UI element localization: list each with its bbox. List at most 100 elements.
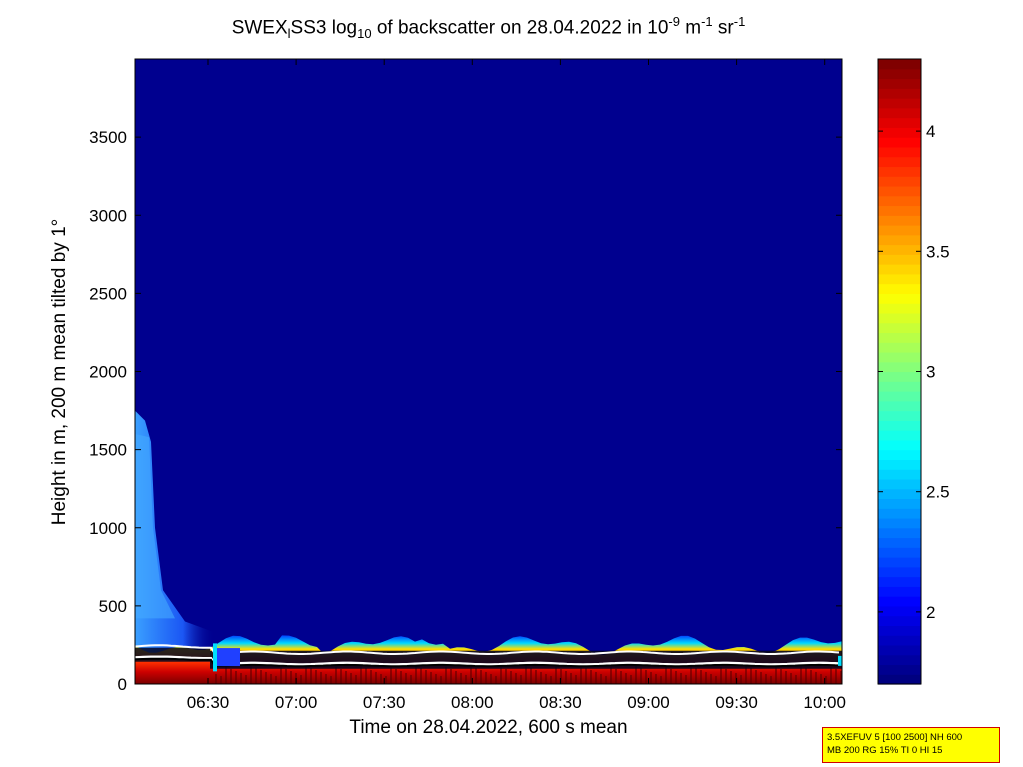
ground-stripe bbox=[255, 668, 257, 684]
colorbar-segment bbox=[878, 498, 921, 509]
ground-stripe bbox=[265, 672, 267, 684]
colorbar-segment bbox=[878, 508, 921, 519]
y-tick-label: 500 bbox=[99, 597, 127, 616]
ground-stripe bbox=[685, 675, 687, 684]
x-axis-label: Time on 28.04.2022, 600 s mean bbox=[349, 717, 628, 738]
colorbar-segment bbox=[878, 605, 921, 617]
colorbar-segment bbox=[878, 312, 921, 324]
ground-stripe bbox=[360, 666, 362, 684]
ground-stripe bbox=[595, 672, 597, 684]
ground-stripe bbox=[365, 668, 367, 684]
ground-stripe bbox=[425, 670, 427, 684]
colorbar-segment bbox=[878, 322, 921, 334]
colorbar-segment bbox=[878, 596, 921, 607]
ground-stripe bbox=[830, 667, 832, 684]
ground-stripe bbox=[565, 671, 567, 684]
chart-title: SWEXlSS3 log10 of backscatter on 28.04.2… bbox=[231, 14, 746, 42]
ground-stripe bbox=[740, 675, 742, 684]
ground-stripe bbox=[775, 667, 777, 684]
ground-stripe bbox=[220, 676, 222, 684]
ground-stripe bbox=[550, 676, 552, 684]
ground-stripe bbox=[280, 667, 282, 684]
ground-stripe bbox=[655, 674, 657, 684]
colorbar-segment bbox=[878, 527, 921, 539]
info-line-1: 3.5XEFUV 5 [100 2500] NH 600 bbox=[827, 732, 963, 743]
colorbar-segment bbox=[878, 439, 921, 451]
colorbar-segment bbox=[878, 342, 921, 353]
ground-stripe bbox=[535, 670, 537, 684]
ground-stripe bbox=[745, 666, 747, 684]
ground-stripe bbox=[495, 676, 497, 684]
ground-stripe bbox=[695, 668, 697, 684]
ground-stripe bbox=[420, 668, 422, 684]
ground-stripe bbox=[515, 673, 517, 684]
colorbar-segment bbox=[878, 459, 921, 470]
ground-stripe bbox=[590, 670, 592, 684]
colorbar-segment bbox=[878, 234, 921, 246]
ground-stripe bbox=[540, 672, 542, 684]
colorbar-segment bbox=[878, 146, 921, 158]
ground-stripe bbox=[290, 671, 292, 684]
colorbar-segment bbox=[878, 488, 921, 500]
colorbar-segment bbox=[878, 273, 921, 285]
info-line-2: MB 200 RG 15% TI 0 HI 15 bbox=[827, 745, 943, 756]
ground-stripe bbox=[315, 670, 317, 684]
colorbar-segment bbox=[878, 117, 921, 128]
ground-stripe bbox=[660, 676, 662, 684]
ground-stripe bbox=[460, 673, 462, 684]
colorbar-segment bbox=[878, 537, 921, 548]
ground-stripe bbox=[305, 666, 307, 684]
colorbar-segment bbox=[878, 332, 921, 343]
colorbar-segment bbox=[878, 625, 921, 636]
ground-stripe bbox=[335, 667, 337, 684]
x-tick-label: 09:30 bbox=[715, 693, 758, 712]
ground-stripe bbox=[690, 666, 692, 684]
ground-stripe bbox=[810, 670, 812, 684]
ground-stripe bbox=[680, 673, 682, 684]
ground-stripe bbox=[545, 674, 547, 684]
ground-stripe bbox=[720, 667, 722, 684]
ground-stripe bbox=[250, 666, 252, 684]
early-plume-core bbox=[135, 434, 175, 619]
colorbar-segment bbox=[878, 615, 921, 627]
y-axis-label: Height in m, 200 m mean tilted by 1° bbox=[49, 218, 70, 526]
ground-stripe bbox=[245, 675, 247, 684]
ground-stripe bbox=[275, 676, 277, 684]
colorbar-segment bbox=[878, 68, 921, 80]
ground-stripe bbox=[405, 673, 407, 684]
ground-stripe bbox=[490, 674, 492, 684]
colorbar-segment bbox=[878, 361, 921, 373]
colorbar-segment bbox=[878, 381, 921, 392]
ground-stripe bbox=[560, 669, 562, 684]
colorbar-segment bbox=[878, 137, 921, 148]
colorbar-segment bbox=[878, 215, 921, 226]
ground-stripe bbox=[485, 672, 487, 684]
colorbar-segment bbox=[878, 156, 921, 168]
colorbar-segment bbox=[878, 107, 921, 119]
upper-trace-line bbox=[135, 644, 840, 655]
ground-stripe bbox=[820, 674, 822, 684]
colorbar-segment bbox=[878, 557, 921, 568]
ground-stripe bbox=[615, 669, 617, 684]
ground-stripe bbox=[525, 666, 527, 684]
colorbar-segment bbox=[878, 449, 921, 460]
colorbar-tick-label: 4 bbox=[926, 122, 935, 141]
ground-stripe bbox=[340, 669, 342, 684]
ground-stripe bbox=[675, 671, 677, 684]
ground-stripe bbox=[670, 669, 672, 684]
colorbar-segment bbox=[878, 195, 921, 207]
ground-stripe bbox=[755, 670, 757, 684]
colorbar-segment bbox=[878, 576, 921, 587]
y-tick-label: 3500 bbox=[89, 128, 127, 147]
ground-stripe bbox=[715, 676, 717, 684]
ground-stripe bbox=[805, 668, 807, 684]
ground-stripe bbox=[760, 672, 762, 684]
x-tick-label: 07:00 bbox=[275, 693, 318, 712]
ground-stripe bbox=[575, 675, 577, 684]
x-tick-label: 09:00 bbox=[627, 693, 670, 712]
ground-stripe bbox=[585, 668, 587, 684]
ground-stripe bbox=[500, 667, 502, 684]
colorbar-segment bbox=[878, 176, 921, 187]
colorbar-segment bbox=[878, 88, 921, 99]
ground-stripe bbox=[630, 675, 632, 684]
